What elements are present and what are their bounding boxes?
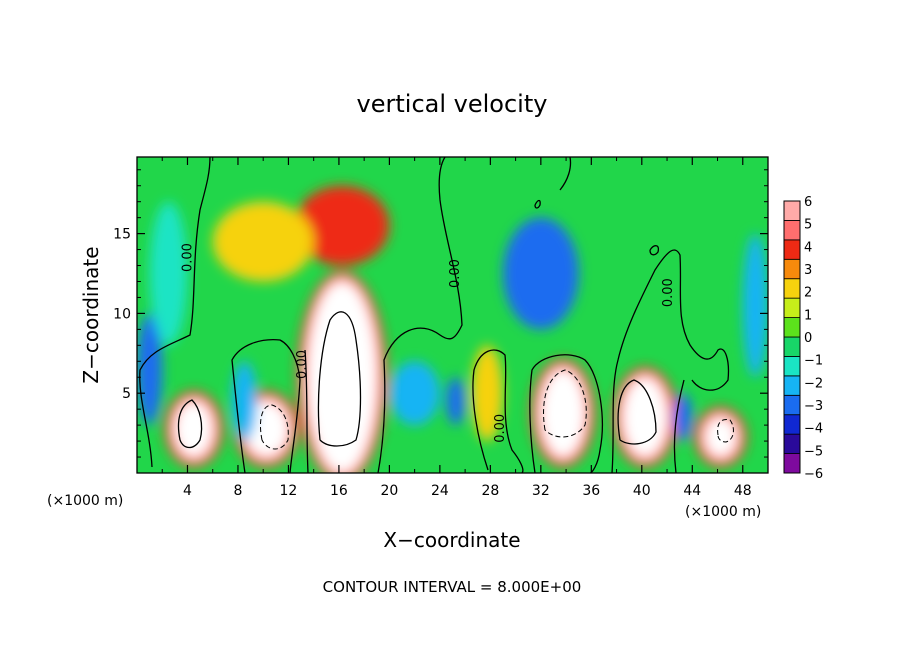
field-cell bbox=[294, 185, 390, 266]
x-axis: 4 8 12 16 20 24 28 32 36 40 44 48 bbox=[161, 157, 769, 499]
colorbar-label: −6 bbox=[804, 467, 823, 482]
contour-label: 0.00 bbox=[661, 278, 676, 307]
contour-line bbox=[543, 369, 587, 438]
colorbar-swatch bbox=[783, 453, 801, 474]
field-layer: 0.00 0.00 0.00 0.00 0.00 bbox=[137, 157, 768, 473]
colorbar-label: −5 bbox=[804, 444, 823, 459]
colorbar-label: 4 bbox=[804, 240, 812, 255]
contour-line bbox=[649, 245, 660, 256]
field-cell bbox=[622, 377, 668, 458]
contour-line bbox=[377, 157, 463, 473]
colorbar-label: −4 bbox=[804, 422, 823, 437]
contour-line bbox=[317, 311, 362, 447]
colorbar-label: 5 bbox=[804, 218, 812, 233]
colorbar-label: 6 bbox=[804, 195, 812, 210]
contour-line bbox=[717, 419, 734, 443]
colorbar-swatch bbox=[783, 414, 801, 435]
colorbar-swatch bbox=[783, 317, 801, 338]
colorbar-label: −1 bbox=[804, 354, 823, 369]
x-tick-label: 8 bbox=[233, 483, 242, 499]
colorbar-swatch bbox=[783, 200, 801, 221]
colorbar-label: 3 bbox=[804, 263, 812, 278]
field-cell bbox=[307, 281, 377, 473]
x-unit-right: (×1000 m) bbox=[685, 504, 761, 520]
contour-line bbox=[617, 379, 657, 445]
contour-line bbox=[139, 157, 211, 468]
colorbar-swatch bbox=[783, 356, 801, 377]
y-tick-label: 5 bbox=[122, 386, 131, 402]
x-tick-label: 24 bbox=[431, 483, 449, 499]
y-tick-label: 15 bbox=[113, 227, 131, 243]
contour-line bbox=[673, 379, 685, 473]
x-tick-label: 12 bbox=[280, 483, 298, 499]
contour-label: 0.00 bbox=[448, 259, 463, 288]
colorbar-label: 1 bbox=[804, 308, 812, 323]
colorbar-swatch bbox=[783, 258, 801, 280]
field-cell bbox=[137, 313, 163, 426]
field-cell bbox=[174, 401, 213, 458]
contour-line bbox=[231, 339, 301, 473]
contour-line bbox=[177, 399, 203, 449]
contour-labels: 0.00 0.00 0.00 0.00 0.00 bbox=[180, 243, 676, 443]
colorbar-swatch bbox=[783, 375, 801, 396]
x-tick-label: 48 bbox=[734, 483, 752, 499]
field-cell bbox=[212, 201, 314, 282]
chart-title: vertical velocity bbox=[357, 90, 548, 118]
contour-label: 0.00 bbox=[180, 243, 195, 272]
x-tick-label: 36 bbox=[582, 483, 600, 499]
colorbar: 6 5 4 3 2 1 0 −1 −2 −3 −4 −5 −6 bbox=[783, 195, 823, 482]
field-cell bbox=[742, 233, 768, 378]
x-tick-label: 40 bbox=[633, 483, 651, 499]
field-cell bbox=[471, 345, 503, 442]
contour-line bbox=[534, 199, 541, 209]
contour-line bbox=[559, 157, 572, 191]
contour-label: 0.00 bbox=[493, 414, 508, 443]
field-cell bbox=[502, 217, 579, 330]
x-tick-label: 28 bbox=[481, 483, 499, 499]
colorbar-label: −2 bbox=[804, 376, 823, 391]
x-tick-label: 20 bbox=[380, 483, 398, 499]
zero-contours bbox=[139, 157, 730, 473]
contour-line bbox=[611, 249, 730, 473]
negative-contours bbox=[259, 369, 734, 450]
contour-line bbox=[259, 404, 289, 450]
field-cell bbox=[149, 201, 188, 346]
colorbar-label: 2 bbox=[804, 286, 812, 301]
y-axis-label: Z−coordinate bbox=[79, 246, 103, 383]
field-cell bbox=[389, 361, 440, 426]
x-tick-label: 16 bbox=[330, 483, 348, 499]
y-tick-label: 10 bbox=[113, 306, 131, 322]
colorbar-swatch bbox=[783, 278, 801, 299]
colorbar-swatch bbox=[783, 297, 801, 318]
contour-interval-note: CONTOUR INTERVAL = 8.000E+00 bbox=[323, 578, 582, 596]
x-axis-label: X−coordinate bbox=[383, 528, 520, 552]
colorbar-label: −3 bbox=[804, 399, 823, 414]
plot-area: 0.000.000.000.000.00 4 8 12 16 20 24 28 32 36 40 4… bbox=[113, 156, 769, 499]
contour-line bbox=[472, 349, 524, 473]
colorbar-swatch bbox=[783, 220, 801, 241]
colorbar-swatch bbox=[783, 394, 801, 416]
colorbar-swatch bbox=[783, 336, 801, 357]
colorbar-swatch bbox=[783, 239, 801, 260]
contour-label: 0.00 bbox=[295, 350, 310, 379]
colorbar-frame bbox=[783, 200, 801, 474]
contour-line bbox=[304, 349, 309, 473]
x-tick-label: 44 bbox=[683, 483, 701, 499]
plot-frame bbox=[136, 156, 769, 474]
colorbar-label: 0 bbox=[804, 331, 812, 346]
field-cell bbox=[540, 369, 586, 458]
y-axis: 5 10 15 bbox=[113, 169, 768, 458]
x-tick-label: 4 bbox=[183, 483, 192, 499]
colorbar-swatch bbox=[783, 433, 801, 454]
field-cell bbox=[231, 361, 257, 442]
field-cell bbox=[446, 377, 466, 426]
field-cell bbox=[704, 417, 737, 458]
x-unit-left: (×1000 m) bbox=[47, 493, 123, 509]
contour-line bbox=[529, 354, 603, 473]
x-tick-label: 32 bbox=[532, 483, 550, 499]
